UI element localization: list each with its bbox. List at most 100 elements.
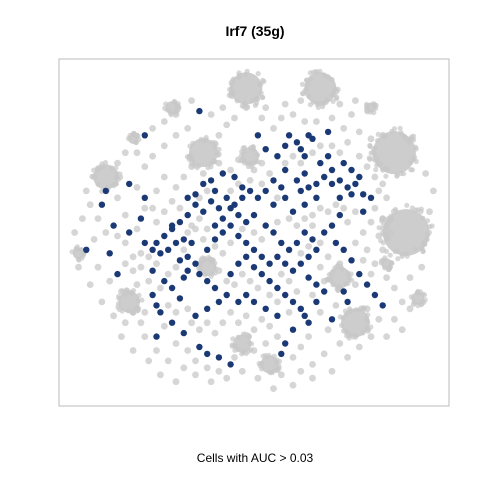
cluster-edge-point [389,260,395,266]
background-point [184,124,192,132]
cluster-edge-point [229,81,235,87]
background-point [375,232,383,240]
cluster-edge-point [260,94,266,101]
cluster-edge-point [414,290,421,296]
cluster-edge-point [259,360,265,367]
background-point [328,142,336,150]
background-point [359,256,367,264]
background-point [94,215,102,223]
highlighted-point [282,291,289,299]
cluster-edge-point [388,213,394,219]
background-point [188,222,196,230]
background-point [379,246,387,254]
highlighted-point [270,201,277,208]
background-point [153,218,160,226]
highlighted-point [360,191,367,198]
background-point [227,239,235,247]
highlighted-point [328,222,336,229]
background-point [422,170,429,177]
cluster-edge-point [202,255,208,261]
background-point [418,263,426,271]
cluster-edge-point [130,288,137,294]
cluster-edge-point [321,72,327,78]
highlighted-point [360,208,367,215]
background-point [118,333,125,340]
cluster-edge-point [323,99,329,105]
background-point [172,378,180,386]
highlighted-point [297,305,304,312]
highlighted-point [204,277,211,285]
cluster-edge-point [249,341,255,347]
cluster-edge-point [109,165,115,171]
background-point [328,114,336,122]
background-point [203,225,211,233]
background-point [227,187,235,195]
highlighted-point [184,267,191,274]
highlighted-point [223,194,230,201]
background-point [398,326,406,334]
background-cluster [376,202,435,262]
cluster-edge-point [367,109,373,115]
background-point [262,340,270,347]
highlighted-point [243,218,250,226]
background-point [215,131,223,139]
cluster-edge-point [412,154,418,160]
cluster-edge-point [398,130,404,136]
background-point [348,111,355,118]
background-point [371,173,379,181]
background-point [71,229,78,236]
cluster-edge-point [353,334,359,340]
background-point [141,204,149,212]
cluster-edge-point [299,81,306,87]
background-point [301,215,309,223]
highlighted-point [313,180,320,188]
cluster-edge-point [201,138,208,144]
background-cluster [125,130,142,146]
cluster-edge-point [372,145,378,151]
highlighted-point [211,236,219,243]
background-point [258,315,266,323]
cluster-edge-point [389,128,395,134]
cluster-edge-point [411,133,417,139]
background-point [223,277,231,285]
highlighted-point [340,288,347,295]
highlighted-point [180,236,187,243]
cluster-edge-point [329,92,335,98]
background-point [145,277,153,285]
cluster-edge-point [307,102,313,108]
background-point [266,322,273,330]
highlighted-point [340,246,347,253]
background-point [344,218,351,226]
background-point [172,131,180,139]
background-point [293,288,301,295]
highlighted-point [278,184,285,191]
highlighted-point [282,260,289,267]
background-point [242,312,250,320]
highlighted-point [324,153,332,160]
background-point [355,152,363,160]
background-point [340,124,348,132]
cluster-edge-point [364,102,370,108]
background-cluster [378,255,395,273]
background-cluster [115,287,145,316]
background-point [137,319,145,327]
background-point [121,319,129,327]
highlighted-point [363,281,371,288]
background-point [121,211,129,219]
cluster-edge-point [113,165,119,171]
background-point [133,184,141,191]
highlighted-point [250,246,258,253]
background-point [188,319,196,327]
background-point [196,326,203,334]
background-point [281,159,289,167]
background-point [336,260,344,268]
background-point [336,149,344,157]
background-point [133,225,141,233]
background-point [309,361,316,368]
cluster-edge-point [342,308,348,314]
cluster-edge-point [365,312,371,318]
highlighted-point [289,208,297,215]
background-point [149,152,157,160]
background-point [258,236,266,243]
background-point [375,315,383,323]
